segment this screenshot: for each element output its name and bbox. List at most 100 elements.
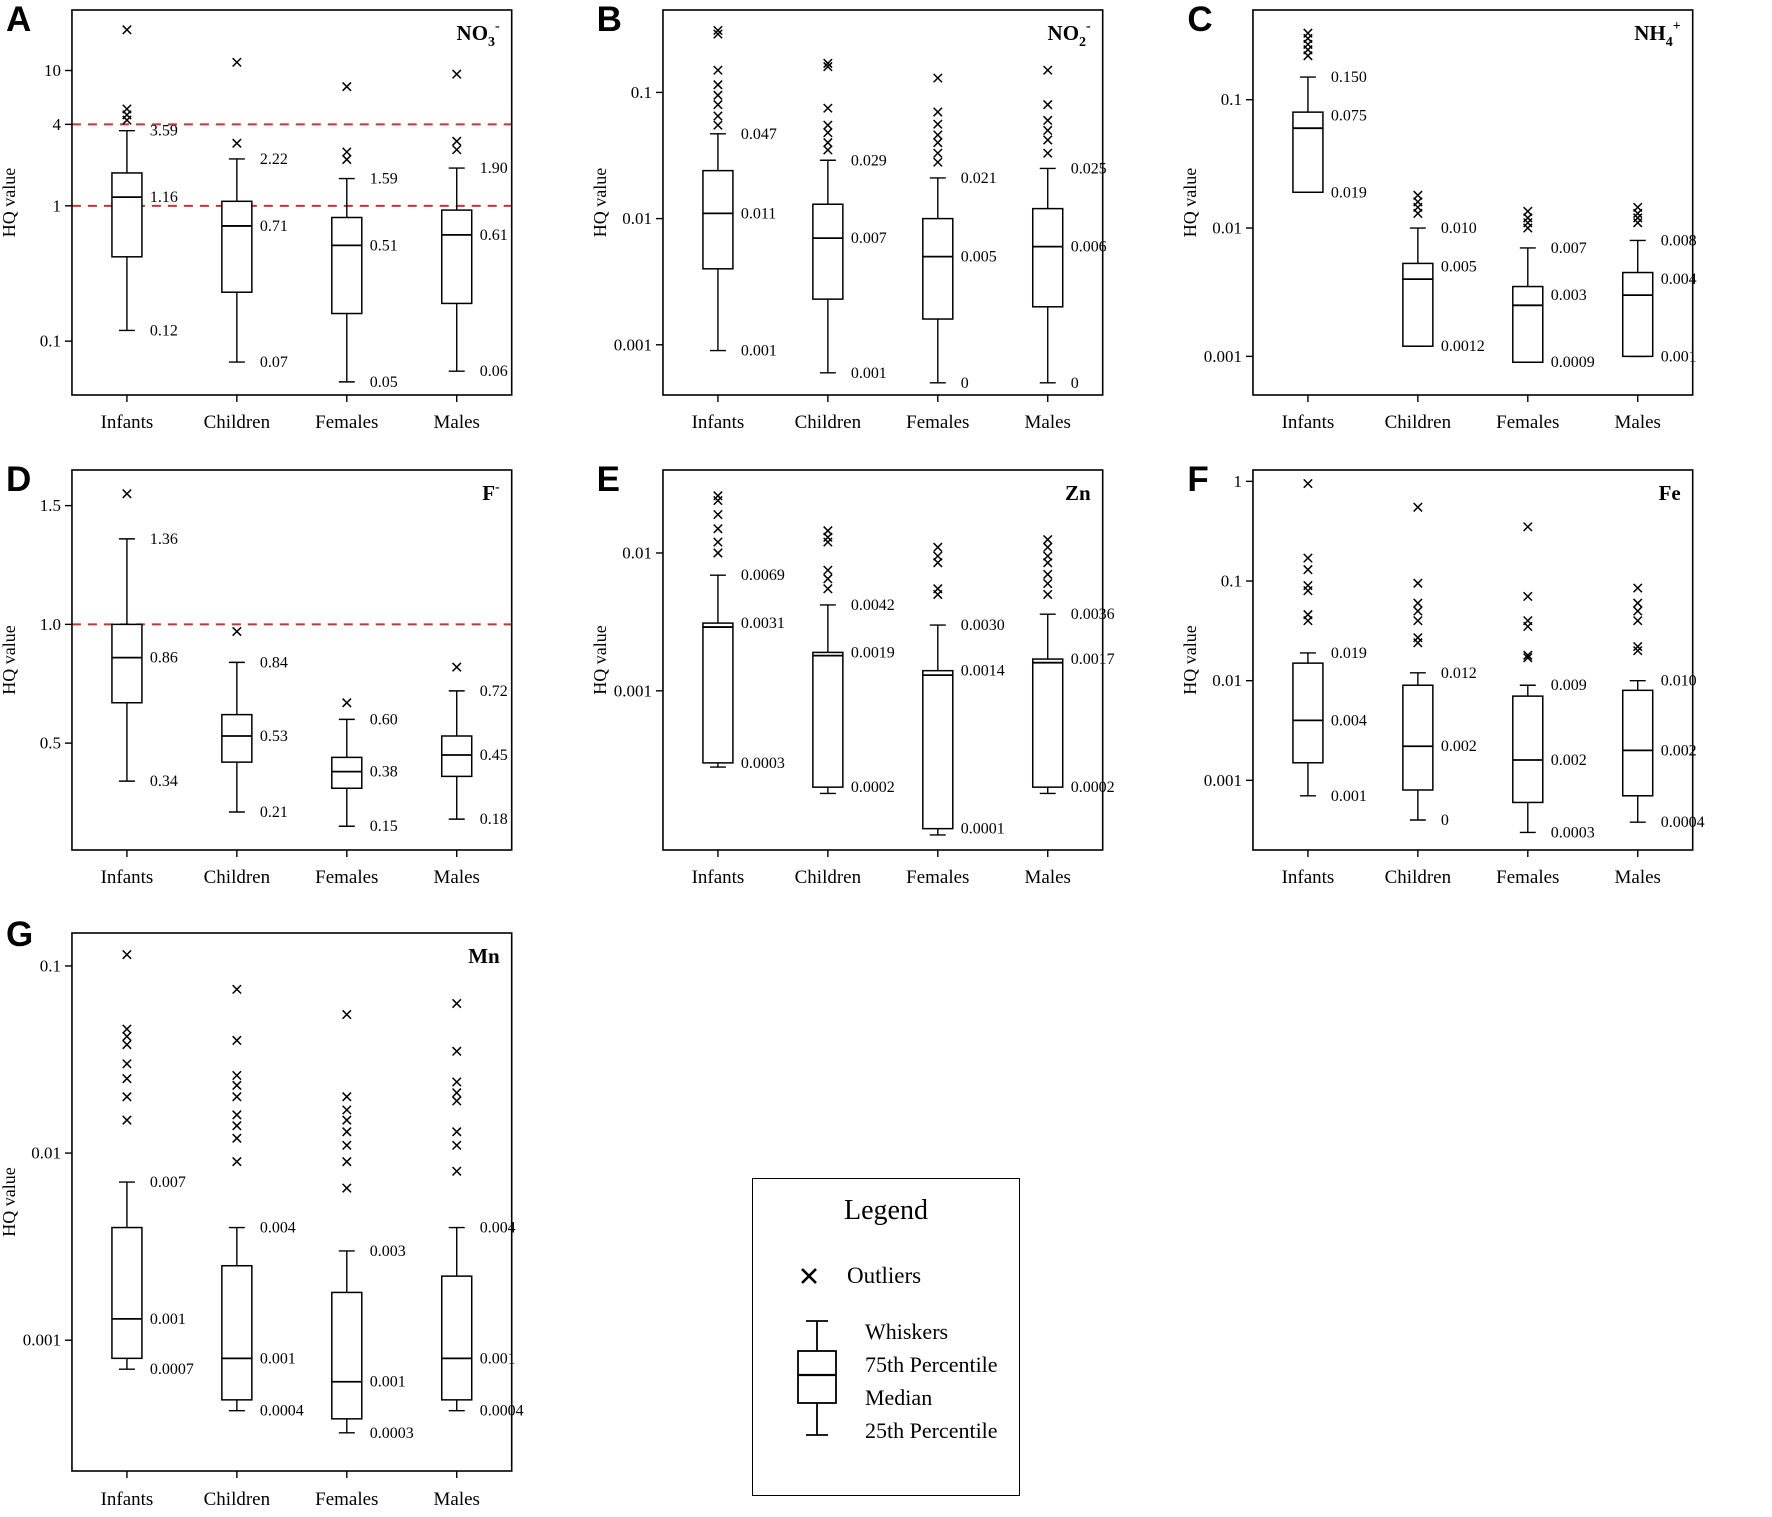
value-label: 0.18 bbox=[480, 811, 508, 828]
y-tick-label: 0.001 bbox=[613, 335, 651, 354]
value-label: 0.0019 bbox=[851, 644, 895, 661]
outlier-icon bbox=[1523, 615, 1533, 626]
boxplot-svg: 0.001 0.01 0.1 HQ value 0.150 0.075 0.019 Infan… bbox=[1181, 9, 1697, 433]
box-group: 0.010 0.002 0.0004 bbox=[1622, 583, 1705, 831]
outlier-icon bbox=[342, 698, 352, 708]
category-label: Children bbox=[204, 412, 271, 433]
legend-outlier-label: Outliers bbox=[846, 1263, 922, 1288]
outlier-icon bbox=[342, 1105, 352, 1115]
boxplot-manganese: 0.001 0.01 0.1 HQ value 0.007 0.001 0.0007 Infa… bbox=[0, 915, 591, 1517]
outlier-icon bbox=[122, 104, 132, 114]
value-label: 0.51 bbox=[370, 237, 398, 254]
outlier-icon bbox=[1413, 632, 1423, 643]
y-tick-label: 4 bbox=[52, 115, 61, 134]
value-label: 0.0004 bbox=[260, 1403, 304, 1420]
value-label: 0.0014 bbox=[960, 663, 1004, 680]
outlier-icon bbox=[1042, 551, 1053, 561]
value-label: 0.0004 bbox=[480, 1403, 524, 1420]
plot-frame bbox=[1252, 9, 1694, 396]
box-group: 0.019 0.004 0.001 bbox=[1292, 478, 1367, 805]
outlier-icon bbox=[712, 548, 723, 558]
legend-lines: Whiskers 75th Percentile Median 25th Per… bbox=[865, 1315, 998, 1447]
category-label: Children bbox=[204, 1489, 271, 1510]
outlier-icon bbox=[452, 69, 462, 79]
outlier-icon bbox=[1042, 542, 1053, 553]
panel-a: A 0.1 1 4 10 HQ value 3.59 1.16 0.12 Infants 2.22… bbox=[0, 0, 591, 460]
iqr-box bbox=[111, 623, 143, 704]
box-group: 0.84 0.53 0.21 bbox=[221, 626, 288, 821]
outlier-icon bbox=[1042, 569, 1053, 580]
box-group: 1.90 0.61 0.06 bbox=[440, 69, 508, 380]
value-label: 0.0004 bbox=[1661, 814, 1705, 831]
plot-frame bbox=[661, 469, 1104, 851]
outlier-icon bbox=[1413, 606, 1423, 616]
outlier-icon bbox=[1042, 135, 1053, 145]
category-label: Children bbox=[794, 412, 861, 433]
category-label: Infants bbox=[1282, 412, 1335, 433]
outlier-icon bbox=[122, 1073, 132, 1084]
iqr-box bbox=[1512, 285, 1544, 363]
category-label: Females bbox=[906, 412, 969, 433]
value-label: 0.005 bbox=[1441, 259, 1477, 276]
outlier-icon bbox=[452, 1088, 462, 1098]
y-tick-label: 0.01 bbox=[1213, 671, 1243, 690]
outlier-icon bbox=[1633, 606, 1643, 616]
category-label: Infants bbox=[1282, 867, 1335, 888]
box-group: 0.004 0.001 0.0004 bbox=[440, 998, 524, 1420]
box-group: 0.150 0.075 0.019 bbox=[1292, 28, 1367, 201]
y-tick-label: 0.001 bbox=[613, 681, 651, 700]
iqr-box bbox=[331, 756, 363, 789]
outlier-icon bbox=[1303, 553, 1313, 563]
legend-box: Legend Outliers Whiskers bbox=[751, 1178, 1020, 1496]
value-label: 0.004 bbox=[260, 1220, 296, 1237]
panel-letter: D bbox=[6, 460, 32, 499]
outlier-icon bbox=[1303, 28, 1313, 38]
box-group: 0.0069 0.0031 0.0003 bbox=[701, 491, 785, 772]
outlier-icon bbox=[1303, 564, 1313, 575]
box-group: 0.0036 0.0017 0.0002 bbox=[1031, 534, 1114, 796]
category-label: Males bbox=[1615, 412, 1661, 433]
value-label: 0.0009 bbox=[1551, 354, 1595, 371]
value-label: 0.0002 bbox=[1070, 779, 1114, 796]
box-group: 0.007 0.001 0.0007 bbox=[111, 949, 194, 1378]
box-group: 0.0030 0.0014 0.0001 bbox=[921, 542, 1004, 838]
y-tick-label: 1.0 bbox=[40, 615, 61, 634]
outlier-icon bbox=[932, 130, 943, 140]
value-label: 0.0031 bbox=[741, 615, 785, 632]
box-group: 0.021 0.005 0 bbox=[921, 73, 996, 392]
outlier-icon bbox=[232, 1070, 242, 1081]
outlier-icon bbox=[342, 81, 352, 92]
y-tick-label: 0.001 bbox=[1204, 771, 1242, 790]
category-label: Children bbox=[1385, 867, 1452, 888]
iqr-box bbox=[1512, 695, 1544, 804]
outlier-icon bbox=[822, 145, 833, 155]
outlier-icon bbox=[452, 1046, 462, 1056]
value-label: 0.0030 bbox=[960, 617, 1004, 634]
legend-outlier-row: Outliers bbox=[799, 1263, 1019, 1289]
panel-letter: B bbox=[596, 0, 622, 39]
outlier-icon bbox=[932, 137, 943, 148]
value-label: 0.0012 bbox=[1441, 338, 1485, 355]
iqr-box bbox=[1292, 662, 1324, 764]
category-label: Females bbox=[1496, 867, 1559, 888]
value-label: 0.61 bbox=[480, 227, 508, 244]
outlier-icon bbox=[1042, 578, 1053, 589]
analyte-label: Mn bbox=[468, 944, 500, 968]
outlier-icon bbox=[1303, 609, 1313, 620]
y-tick-label: 0.1 bbox=[40, 332, 61, 351]
box-group: 3.59 1.16 0.12 bbox=[111, 25, 178, 339]
outlier-icon bbox=[452, 1127, 462, 1137]
value-label: 0.001 bbox=[150, 1311, 186, 1328]
y-axis-title: HQ value bbox=[591, 625, 610, 694]
outlier-icon bbox=[1303, 580, 1313, 591]
iqr-box bbox=[1402, 684, 1434, 791]
category-label: Children bbox=[1385, 412, 1452, 433]
y-tick-label: 0.1 bbox=[1221, 572, 1242, 591]
legend-boxplot-row: Whiskers 75th Percentile Median 25th Per… bbox=[793, 1315, 1019, 1447]
iqr-box bbox=[440, 1275, 473, 1401]
outlier-icon bbox=[712, 111, 723, 121]
outlier-icon bbox=[801, 1268, 817, 1284]
outlier-icon bbox=[822, 61, 833, 72]
boxplot-nitrate: 0.1 1 4 10 HQ value 3.59 1.16 0.12 Infants 2.22 0.… bbox=[0, 0, 591, 460]
outlier-icon bbox=[1523, 650, 1533, 660]
